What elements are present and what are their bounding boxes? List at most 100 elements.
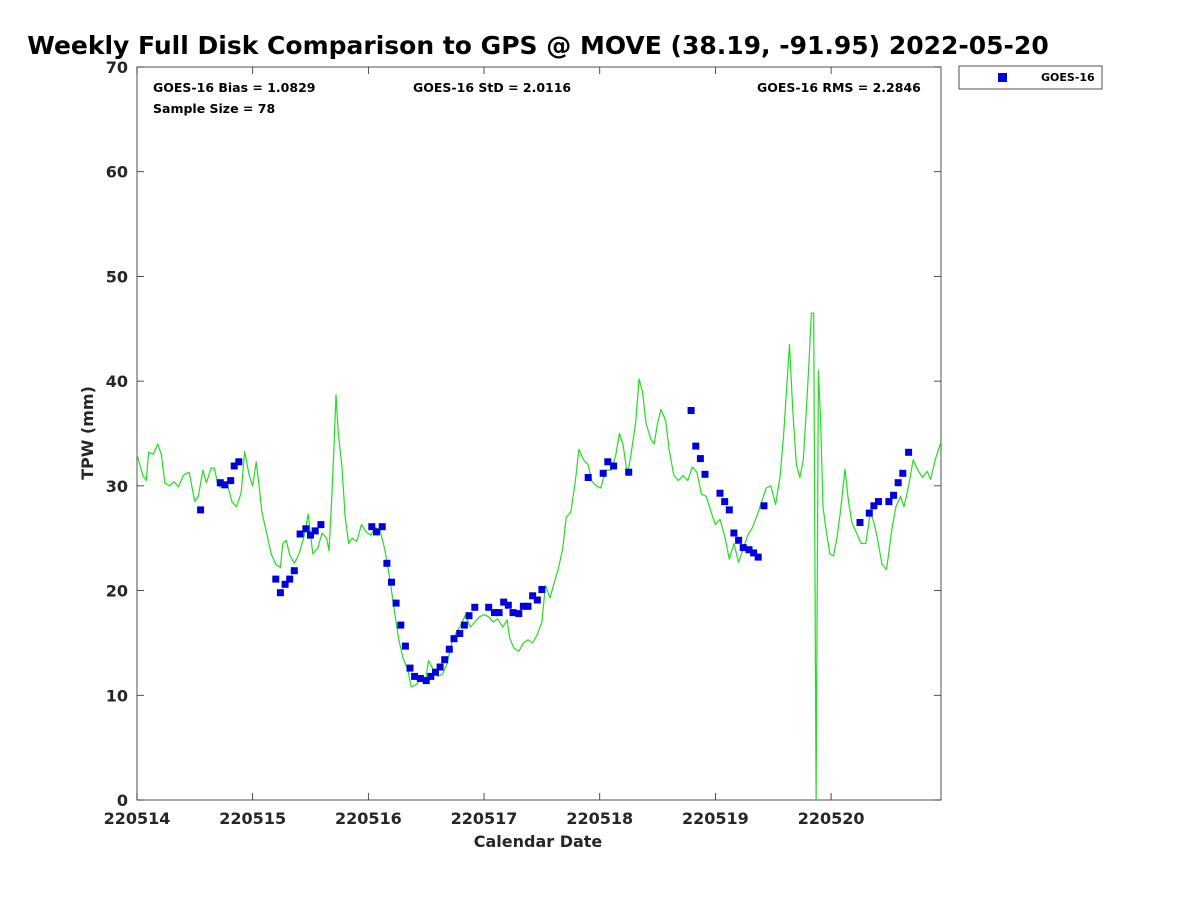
- goes16-point: [625, 468, 633, 476]
- bias-stat: GOES-16 Bias = 1.0829: [153, 80, 315, 95]
- x-tick-labels: 220514 220515 220516 220517 220518 220519 2205…: [104, 809, 865, 828]
- series-layer: [136, 312, 942, 801]
- x-tick-label: 220520: [798, 809, 865, 828]
- goes16-point: [610, 462, 618, 470]
- goes16-point: [383, 559, 391, 567]
- goes16-point: [427, 672, 435, 680]
- goes16-point: [599, 469, 607, 477]
- goes16-point: [401, 642, 409, 650]
- goes16-point: [416, 675, 424, 682]
- y-tick-label: 20: [106, 582, 128, 601]
- goes16-point: [216, 479, 224, 487]
- y-tick-label: 70: [106, 58, 128, 77]
- goes16-point: [856, 519, 864, 526]
- goes16-point: [687, 407, 695, 414]
- goes16-point: [739, 544, 747, 552]
- goes16-point: [388, 578, 395, 586]
- goes16-point: [905, 448, 913, 456]
- x-axis-label: Calendar Date: [474, 832, 603, 851]
- goes16-point: [441, 656, 449, 664]
- y-axis-label: TPW (mm): [78, 386, 97, 480]
- goes16-point: [750, 549, 758, 557]
- y-tick-label: 40: [106, 372, 128, 391]
- goes16-point: [504, 601, 512, 609]
- goes16-point: [230, 462, 238, 470]
- goes16-point: [392, 599, 400, 607]
- goes16-point: [538, 586, 546, 593]
- goes16-point: [696, 455, 704, 463]
- x-tick-label: 220519: [682, 809, 749, 828]
- goes16-point: [307, 531, 314, 539]
- goes16-point: [276, 589, 284, 597]
- goes16-point: [465, 612, 473, 620]
- goes16-point: [515, 610, 523, 618]
- goes16-point: [870, 502, 878, 510]
- plot-area: [136, 66, 942, 801]
- goes16-point: [529, 592, 537, 600]
- goes16-point: [604, 458, 612, 466]
- goes16-point: [373, 528, 380, 536]
- axis-ticks: [136, 66, 941, 801]
- x-tick-label: 220514: [104, 809, 171, 828]
- goes16-point: [450, 635, 458, 643]
- goes16-point: [725, 506, 733, 514]
- goes16-point: [584, 474, 592, 481]
- goes16-point: [519, 602, 527, 610]
- goes16-point: [865, 509, 873, 517]
- legend-marker-goes16: [998, 73, 1007, 82]
- goes16-point: [221, 481, 229, 489]
- goes16-point: [317, 521, 325, 529]
- legend-box: [958, 65, 1103, 90]
- goes16-point: [495, 609, 503, 617]
- chart-title: Weekly Full Disk Comparison to GPS @ MOV…: [27, 31, 1048, 60]
- goes16-point: [456, 630, 464, 637]
- goes16-point: [445, 645, 453, 653]
- goes16-point: [311, 527, 319, 535]
- goes16-point: [894, 479, 902, 487]
- x-tick-label: 220517: [451, 809, 518, 828]
- goes16-point: [460, 621, 468, 629]
- goes16-point: [471, 603, 479, 611]
- goes16-point: [875, 498, 882, 506]
- goes16-point: [197, 506, 205, 514]
- goes16-point: [281, 580, 289, 588]
- goes16-point: [296, 530, 304, 538]
- y-tick-label: 50: [106, 267, 128, 286]
- goes16-point: [491, 609, 498, 617]
- y-tick-labels: 0 10 20 30 40 50 60 70: [106, 58, 128, 810]
- goes16-point: [745, 546, 753, 554]
- goes16-point: [890, 491, 898, 499]
- legend: GOES-16: [958, 65, 1103, 90]
- goes16-point: [885, 498, 893, 506]
- sample-size-stat: Sample Size = 78: [153, 101, 275, 116]
- x-tick-label: 220516: [335, 809, 402, 828]
- goes16-point: [716, 489, 724, 497]
- goes16-point: [432, 668, 439, 676]
- goes16-point: [397, 621, 405, 629]
- x-tick-label: 220518: [566, 809, 633, 828]
- goes16-point: [533, 596, 541, 604]
- goes16-point: [509, 609, 517, 617]
- goes16-point: [485, 603, 493, 611]
- goes16-point: [500, 598, 508, 606]
- goes16-point: [368, 523, 376, 531]
- goes16-point: [721, 498, 729, 506]
- y-tick-label: 30: [106, 477, 128, 496]
- goes16-point: [378, 523, 386, 531]
- goes16-point: [760, 502, 768, 510]
- goes16-point: [692, 442, 700, 450]
- goes16-point: [754, 553, 762, 561]
- goes16-point: [272, 575, 280, 583]
- goes16-point: [899, 469, 907, 477]
- goes16-point: [422, 677, 430, 685]
- goes16-point: [730, 529, 738, 537]
- goes16-point: [436, 663, 444, 671]
- goes16-point: [701, 470, 709, 478]
- std-stat: GOES-16 StD = 2.0116: [413, 80, 571, 95]
- goes16-point: [735, 536, 743, 544]
- rms-stat: GOES-16 RMS = 2.2846: [757, 80, 921, 95]
- goes16-point: [411, 672, 419, 680]
- goes16-point: [235, 458, 243, 466]
- y-tick-label: 10: [106, 686, 128, 705]
